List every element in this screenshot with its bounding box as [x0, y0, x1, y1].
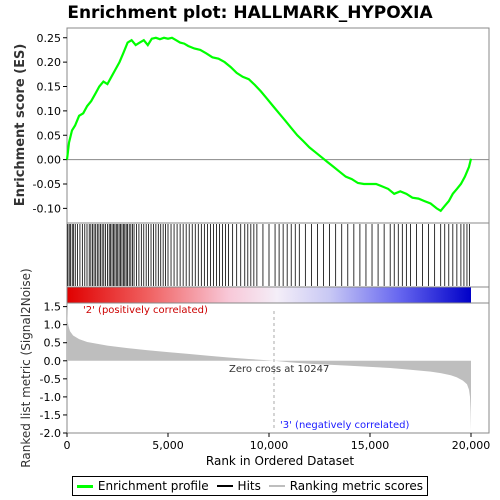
metric-y-tick-label: -1.5 [40, 409, 61, 422]
positive-annotation: '2' (positively correlated) [83, 305, 208, 316]
metric-y-tick-label: 1.5 [44, 301, 62, 314]
legend-item-metric: Ranking metric scores [268, 479, 424, 493]
es-y-tick-label: 0.25 [37, 32, 62, 45]
metric-y-tick-label: 1.0 [44, 319, 62, 332]
es-y-label: Enrichment score (ES) [13, 44, 28, 207]
es-y-tick-label: -0.10 [33, 202, 61, 215]
metric-y-tick-label: 0.0 [44, 355, 62, 368]
x-tick-label: 15,000 [351, 439, 390, 452]
hits-panel-frame [66, 222, 490, 288]
x-axis: 0 5,000 10,000 15,000 20,000 [64, 433, 491, 452]
metric-y-tick-label: -1.0 [40, 391, 61, 404]
hits-ticks [67, 224, 470, 286]
es-panel-frame [66, 27, 490, 224]
x-tick-label: 5,000 [152, 439, 184, 452]
legend: Enrichment profile Hits Ranking metric s… [72, 476, 428, 496]
metric-y-tick-label: 0.5 [44, 337, 62, 350]
metric-y-tick-label: -0.5 [40, 373, 61, 386]
es-y-tick-label: -0.05 [33, 178, 61, 191]
x-axis-label: Rank in Ordered Dataset [206, 454, 354, 468]
legend-item-hits: Hits [216, 479, 261, 493]
legend-label: Enrichment profile [97, 479, 209, 493]
x-tick-label: 0 [64, 439, 71, 452]
legend-swatch-gray [268, 485, 285, 487]
es-y-tick-label: 0.15 [37, 81, 62, 94]
legend-swatch-black [216, 485, 233, 487]
x-tick-label: 10,000 [250, 439, 289, 452]
metric-y-label: Ranked list metric (Signal2Noise) [19, 268, 33, 467]
es-y-tick-label: 0.10 [37, 105, 62, 118]
chart-title: Enrichment plot: HALLMARK_HYPOXIA [67, 3, 433, 23]
es-y-tick-label: 0.05 [37, 129, 62, 142]
legend-swatch-green [76, 484, 93, 488]
legend-label: Ranking metric scores [289, 479, 424, 493]
metric-y-axis: -2.0 -1.5 -1.0 -0.5 0.0 0.5 1.0 1.5 [40, 301, 67, 440]
legend-label: Hits [237, 479, 261, 493]
rank-color-bar [67, 287, 471, 303]
es-y-axis: -0.10 -0.05 0.00 0.05 0.10 0.15 0.20 0.25 [33, 32, 67, 215]
negative-annotation: '3' (negatively correlated) [280, 420, 409, 431]
enrichment-profile-line [65, 36, 473, 213]
x-tick-label: 20,000 [452, 439, 491, 452]
es-y-tick-label: 0.20 [37, 56, 62, 69]
zero-cross-annotation: Zero cross at 10247 [229, 364, 329, 375]
legend-item-enrichment: Enrichment profile [76, 479, 209, 493]
es-y-tick-label: 0.00 [37, 154, 62, 167]
metric-y-tick-label: -2.0 [40, 427, 61, 440]
